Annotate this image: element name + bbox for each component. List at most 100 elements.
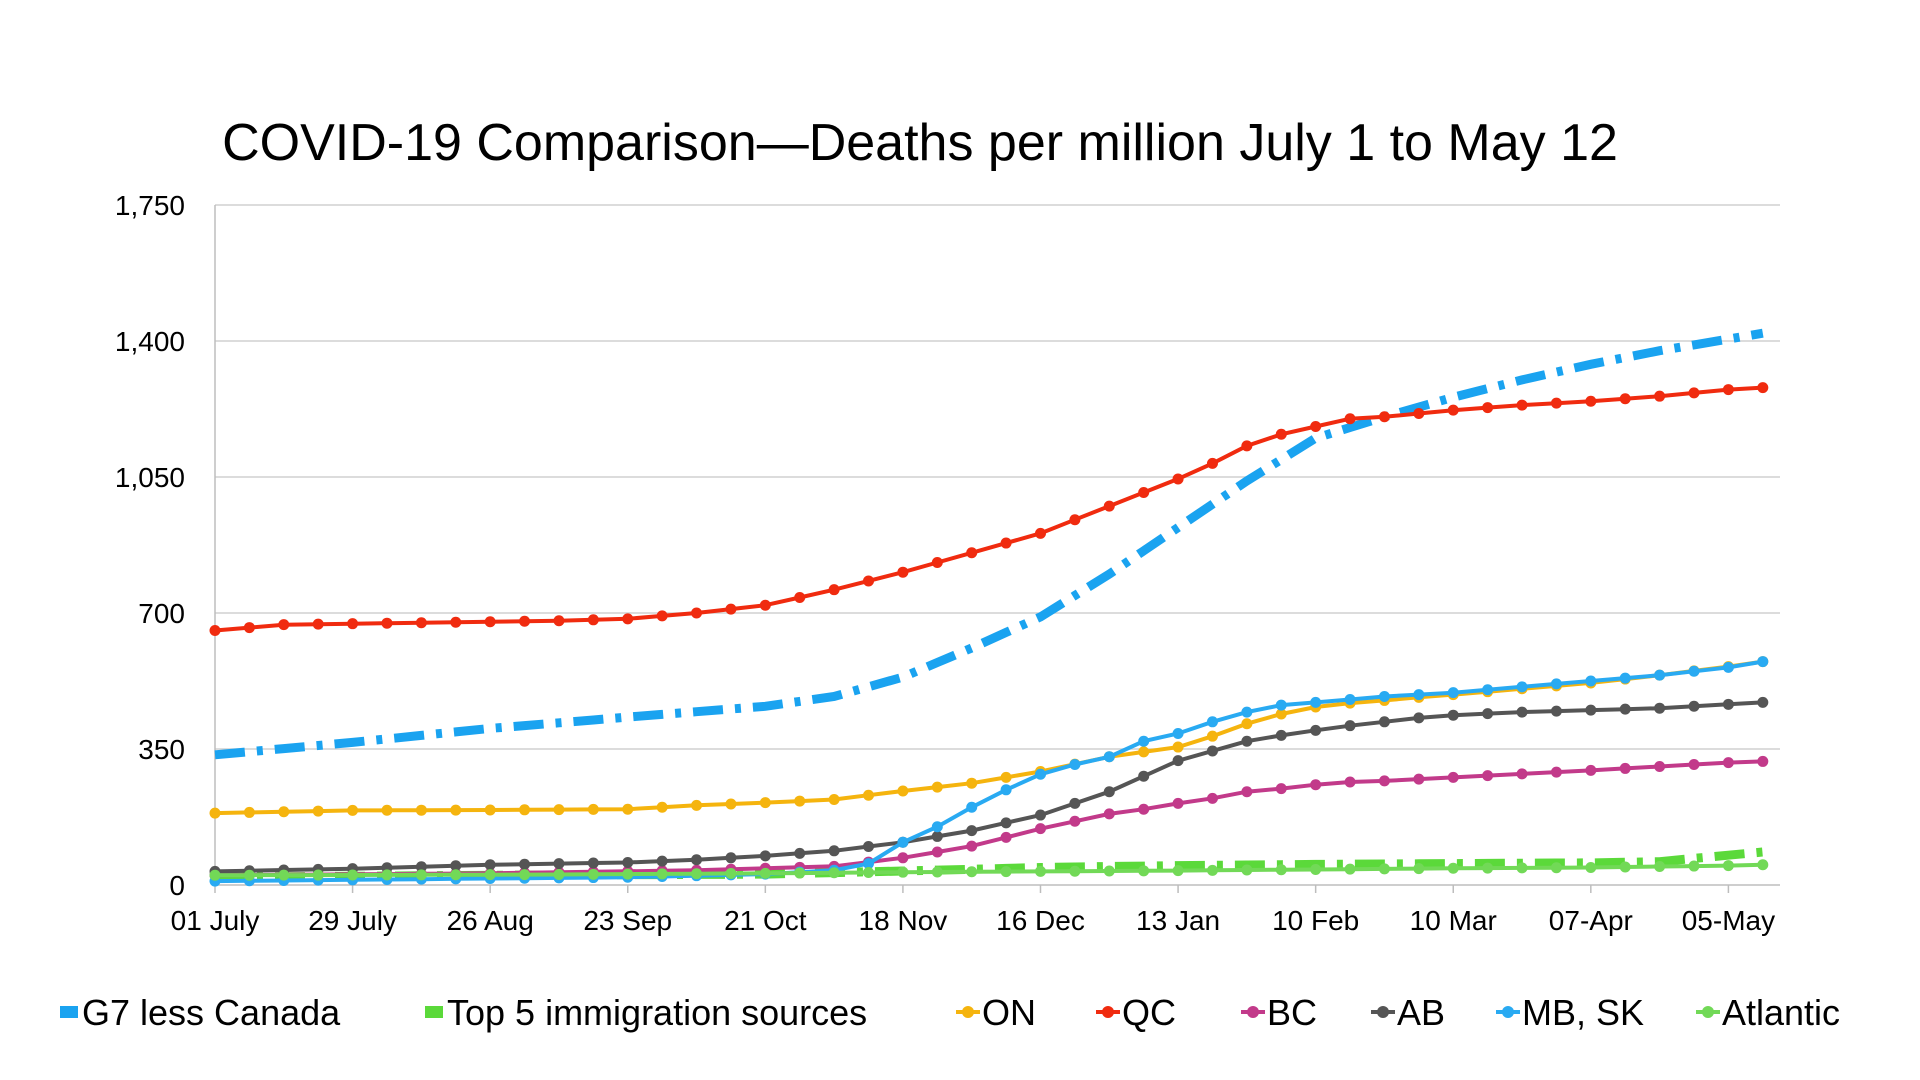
x-tick-label: 29 July [308,905,397,936]
data-point [1275,699,1287,711]
data-point [381,869,393,881]
data-point [1550,705,1562,717]
legend-item: G7 less Canada [60,992,341,1033]
legend-swatch [425,1006,443,1018]
data-point [1516,768,1528,780]
data-point [278,869,290,881]
data-point [1585,675,1597,687]
data-point [1000,537,1012,549]
x-tick-label: 10 Feb [1272,905,1359,936]
data-point [1619,393,1631,405]
data-point [1447,709,1459,721]
x-tick-label: 18 Nov [859,905,948,936]
data-point [622,803,634,815]
data-point [725,798,737,810]
legend-label: G7 less Canada [82,992,341,1033]
data-point [1275,864,1287,876]
data-point [622,856,634,868]
series-atlantic [209,859,1769,881]
data-point [1138,865,1150,877]
data-point [312,618,324,630]
x-tick-label: 26 Aug [447,905,534,936]
data-point [897,866,909,878]
data-point [450,860,462,872]
data-point [1757,382,1769,394]
data-point [931,821,943,833]
data-point [1722,661,1734,673]
data-point [381,804,393,816]
data-point [1585,704,1597,716]
data-point [1000,784,1012,796]
data-point [1722,757,1734,769]
legend-marker [1502,1006,1514,1018]
data-point [691,854,703,866]
data-point [622,868,634,880]
data-point [897,785,909,797]
data-point [209,869,221,881]
data-point [1172,755,1184,767]
data-point [828,845,840,857]
data-point [1206,792,1218,804]
data-point [1103,751,1115,763]
data-point [553,615,565,627]
series-line [214,385,1763,633]
series-line [214,328,1764,760]
data-point [759,850,771,862]
grid-lines [215,204,1780,750]
data-point [1757,656,1769,668]
y-tick-label: 350 [138,734,185,765]
data-point [1413,773,1425,785]
y-tick-label: 1,750 [115,190,185,221]
legend-label: Top 5 immigration sources [447,992,867,1033]
legend-label: MB, SK [1522,992,1644,1033]
data-point [1069,797,1081,809]
data-point [1275,783,1287,795]
data-point [553,858,565,870]
data-point [1447,404,1459,416]
data-point [931,781,943,793]
data-point [794,795,806,807]
data-point [931,830,943,842]
data-point [1310,696,1322,708]
data-point [1688,860,1700,872]
data-point [415,861,427,873]
data-point [1206,730,1218,742]
data-point [656,868,668,880]
data-point [415,617,427,629]
data-point [1172,727,1184,739]
data-point [1034,865,1046,877]
data-point [1138,770,1150,782]
data-point [1722,860,1734,872]
legend-marker [1377,1006,1389,1018]
data-point [1344,693,1356,705]
data-point [1413,407,1425,419]
data-point [381,617,393,629]
data-point [1413,712,1425,724]
data-point [1241,718,1253,730]
data-point [1688,665,1700,677]
data-point [1138,746,1150,758]
data-point [1550,862,1562,874]
data-point [243,622,255,634]
data-point [1654,760,1666,772]
data-point [931,846,943,858]
legend-marker [1702,1006,1714,1018]
data-point [243,806,255,818]
data-point [415,869,427,881]
data-point [587,614,599,626]
y-tick-label: 700 [138,598,185,629]
data-point [484,869,496,881]
data-point [1034,527,1046,539]
series-ab [209,696,1769,877]
data-point [1378,863,1390,875]
data-point [691,799,703,811]
data-point [519,858,531,870]
data-point [931,556,943,568]
data-point [553,804,565,816]
data-point [1103,808,1115,820]
data-point [1241,440,1253,452]
data-point [1310,863,1322,875]
data-point [1206,457,1218,469]
data-point [966,825,978,837]
